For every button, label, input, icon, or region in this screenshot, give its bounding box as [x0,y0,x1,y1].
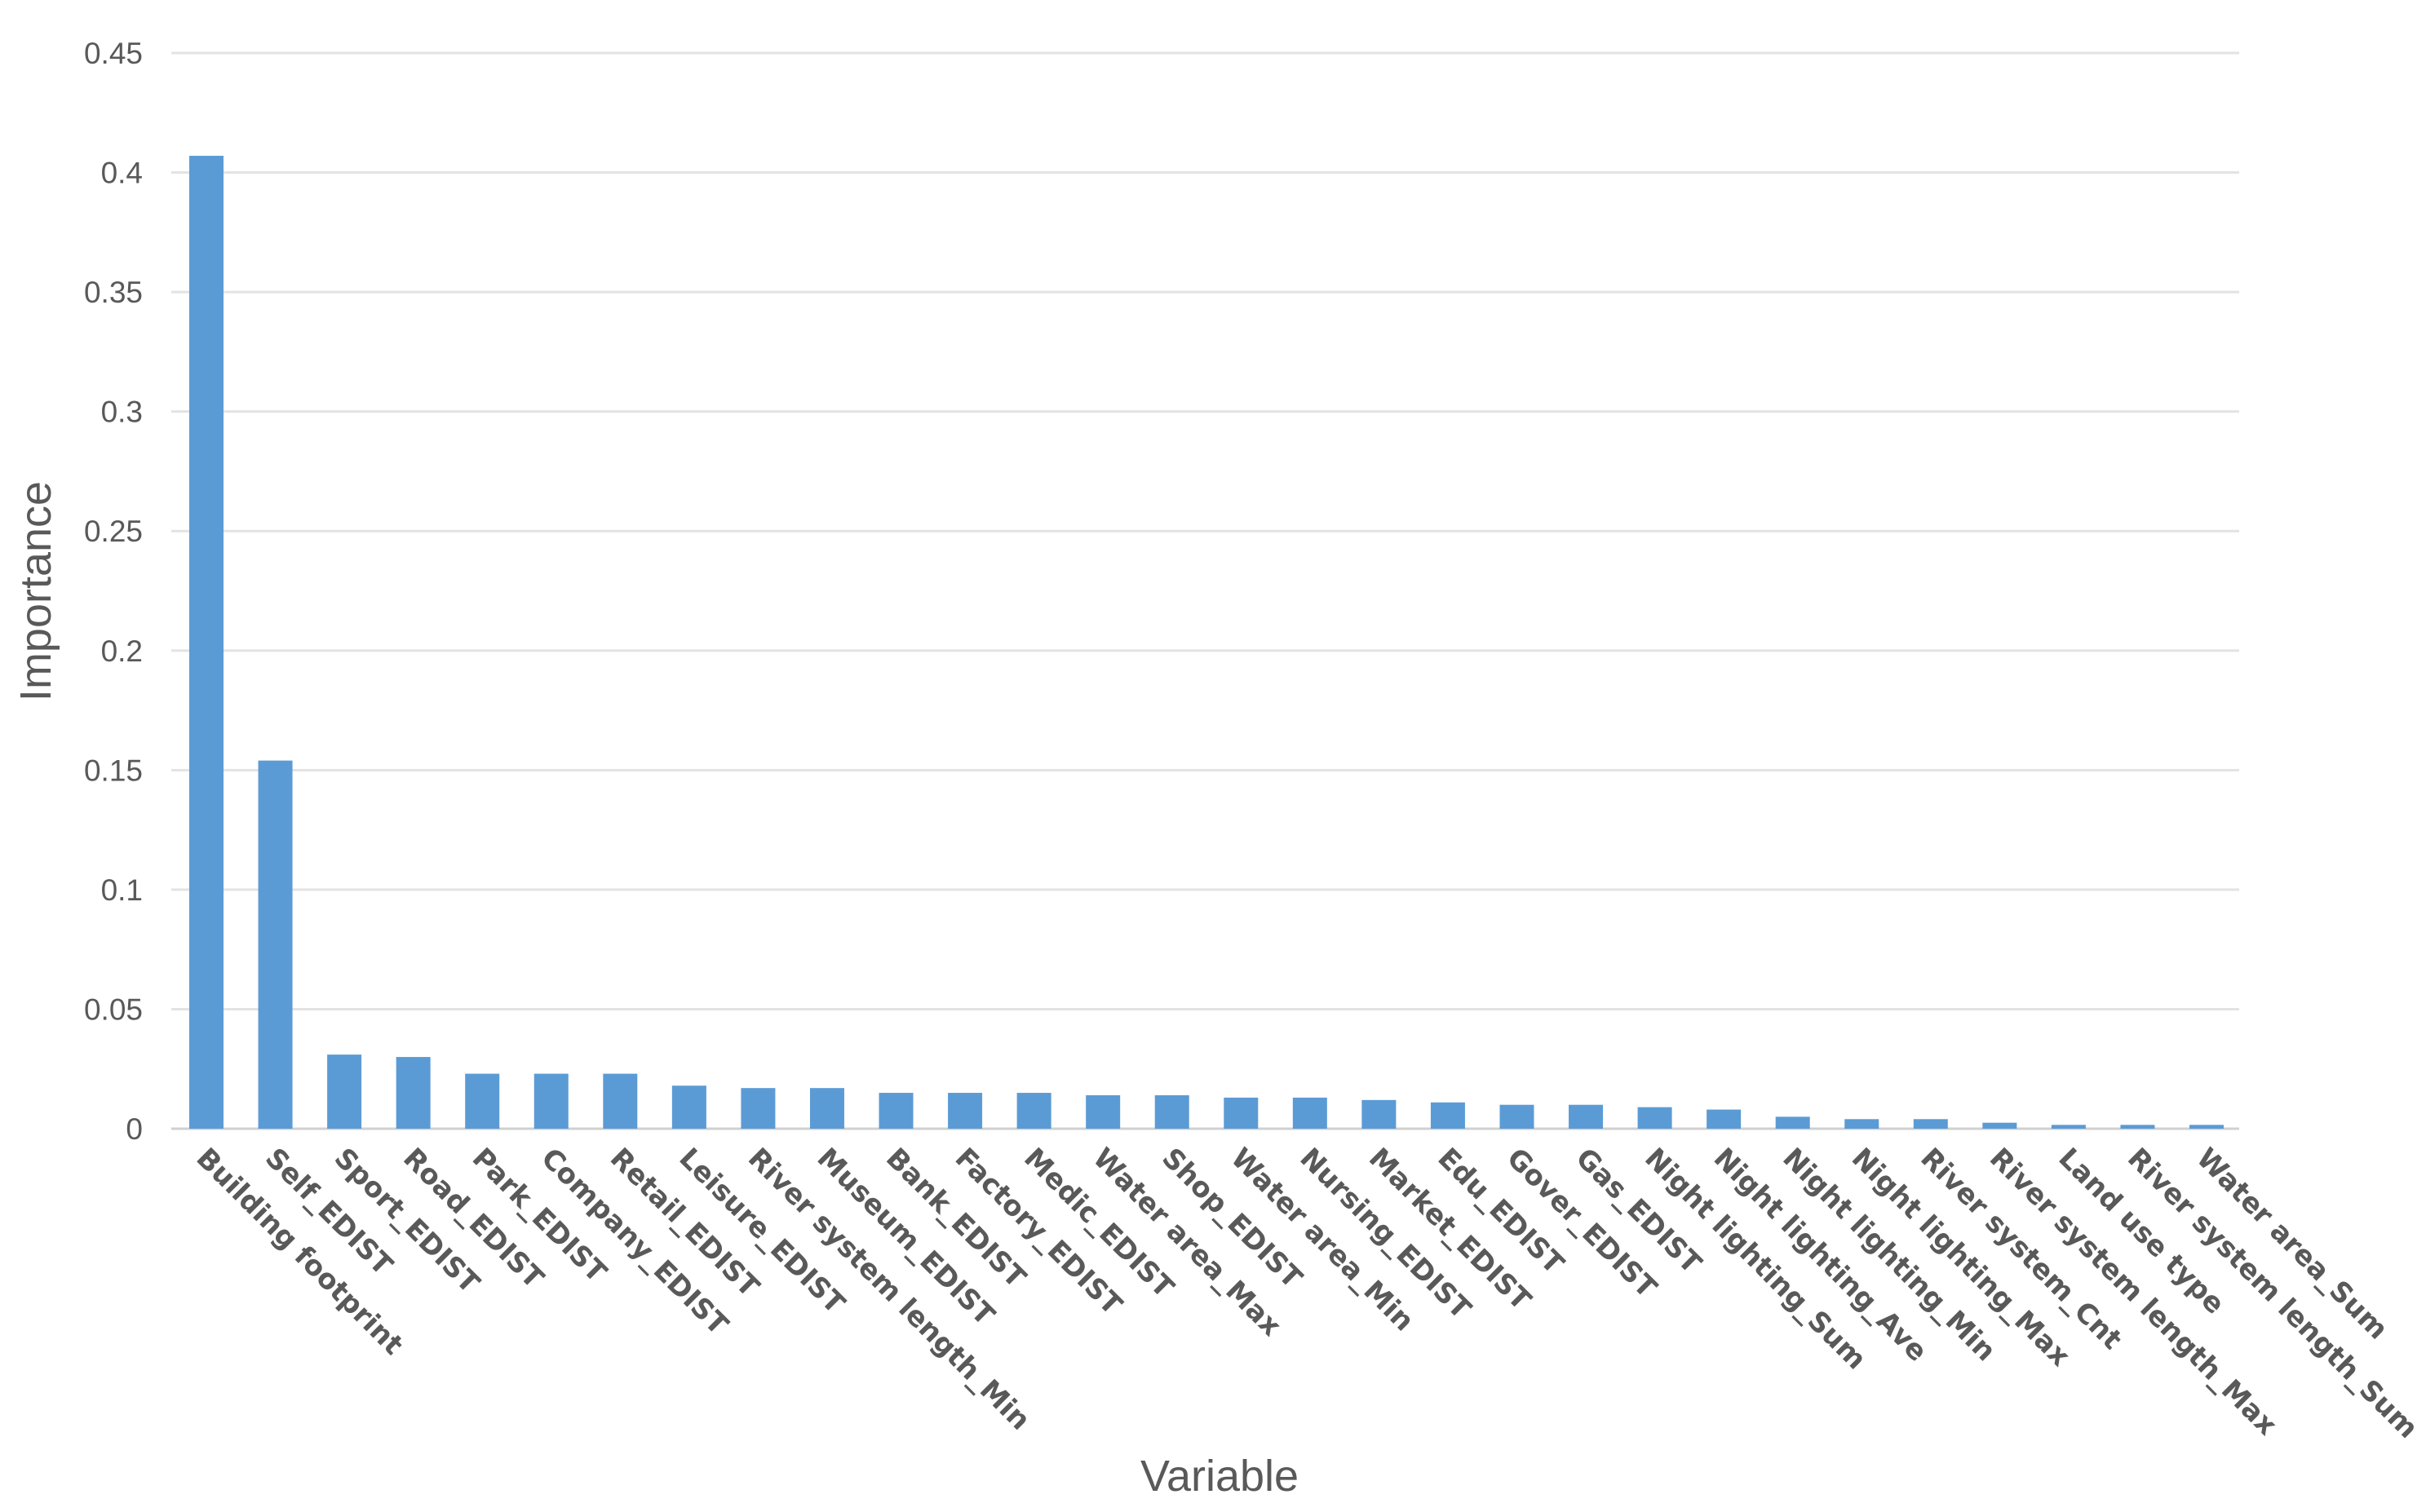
y-tick-label: 0.05 [84,993,143,1026]
y-tick-labels: 0 0.05 0.1 0.15 0.2 0.25 0.3 0.35 0.4 0.45 [84,37,143,1146]
bar [189,156,224,1129]
bar [741,1088,776,1129]
bar [1086,1094,1121,1129]
bar [258,760,293,1129]
bar [1292,1097,1327,1129]
y-tick-label: 0 [126,1112,143,1146]
x-tick-labels: Building footprintSelf_EDISTSport_EDISTR… [190,1142,2424,1445]
bar [1430,1102,1465,1129]
bar [1569,1104,1604,1129]
bar [671,1085,706,1129]
y-tick-label: 0.1 [101,873,143,907]
bar [1499,1104,1534,1129]
y-tick-label: 0.3 [101,396,143,429]
bar [1361,1099,1397,1129]
bar [1637,1107,1672,1129]
bar [809,1088,844,1129]
y-tick-label: 0.15 [84,754,143,787]
bar [327,1054,362,1129]
bar [603,1073,638,1129]
x-tick-label: River system length_Sum [2121,1142,2424,1445]
y-tick-label: 0.4 [101,157,143,190]
bar [465,1073,500,1129]
bar [396,1057,431,1129]
bars [189,156,2224,1129]
bar [1913,1119,1948,1129]
bar [1707,1109,1742,1129]
y-tick-label: 0.25 [84,515,143,548]
bar [1844,1119,1879,1129]
y-tick-label: 0.2 [101,634,143,668]
bar [1154,1094,1189,1129]
bar [2189,1125,2224,1129]
x-axis-title: Variable [1140,1452,1299,1501]
bar [2051,1125,2086,1129]
y-tick-label: 0.35 [84,276,143,309]
bar [1016,1093,1051,1129]
bar [1224,1097,1259,1129]
y-axis-title: Importance [11,481,60,701]
bar [879,1093,914,1129]
bar [948,1093,983,1129]
bar [533,1073,569,1129]
y-tick-label: 0.45 [84,37,143,70]
bar [1775,1116,1810,1129]
bar [2120,1125,2155,1129]
gridlines [171,51,2239,1130]
bar [1982,1122,2017,1129]
